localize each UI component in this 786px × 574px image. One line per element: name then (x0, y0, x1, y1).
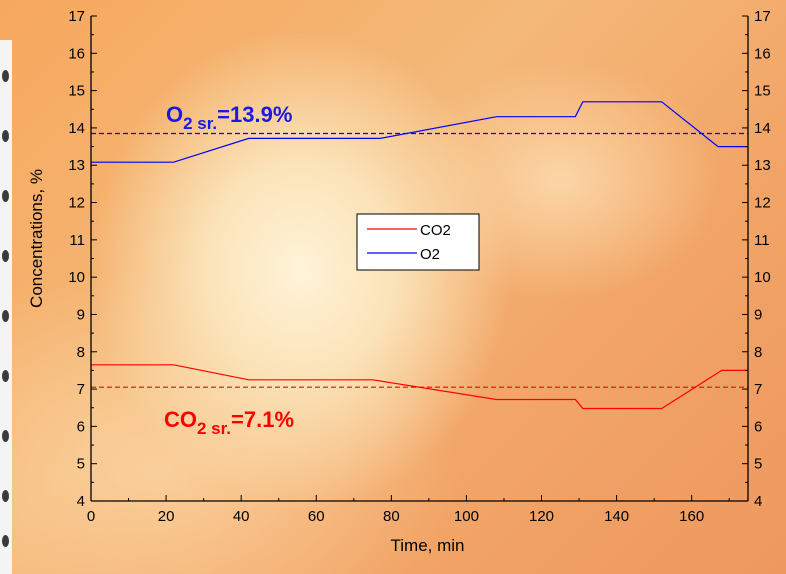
legend-label-o2: O2 (420, 246, 440, 263)
y-tick-label-left: 17 (68, 8, 85, 25)
y-tick-label-left: 9 (77, 306, 85, 323)
y-tick-label-right: 4 (754, 493, 762, 510)
ticks (90, 15, 748, 502)
y-tick-label-right: 8 (754, 344, 762, 361)
x-tick-label: 120 (529, 508, 554, 525)
x-tick-label: 80 (383, 508, 400, 525)
strip-dot (2, 70, 9, 82)
y-tick-label-right: 5 (754, 456, 762, 473)
y-tick-label-right: 13 (754, 157, 771, 174)
x-tick-label: 60 (308, 508, 325, 525)
left-edge-strip (0, 40, 12, 574)
tick-labels: 4 4 5 5 6 6 7 7 8 8 9 9 10 10 11 11 12 12 13 13 14 14 15 15 16 16… (68, 8, 770, 525)
y-tick-label-right: 6 (754, 418, 762, 435)
y-tick-label-left: 8 (77, 344, 85, 361)
y-tick-label-right: 14 (754, 120, 771, 137)
x-tick-label: 40 (233, 508, 250, 525)
y-tick-label-left: 12 (68, 195, 85, 212)
series-line-o2 (91, 101, 748, 163)
annotation-1: CO2 sr.=7.1% (164, 407, 294, 438)
y-tick-label-right: 11 (754, 232, 770, 249)
y-axis-title: Concentrations, % (27, 169, 46, 308)
x-tick-label: 20 (158, 508, 175, 525)
x-tick-label: 100 (454, 508, 479, 525)
y-tick-label-right: 15 (754, 83, 771, 100)
strip-dot (2, 490, 9, 502)
series-line-co2 (91, 364, 748, 410)
y-tick-label-left: 6 (77, 418, 85, 435)
x-axis-title: Time, min (391, 536, 465, 555)
strip-dot (2, 535, 9, 547)
y-tick-label-right: 17 (754, 8, 771, 25)
strip-dot (2, 370, 9, 382)
strip-dot (2, 190, 9, 202)
y-tick-label-right: 12 (754, 195, 771, 212)
x-tick-label: 0 (87, 508, 95, 525)
strip-dot (2, 130, 9, 142)
annotations: O2 sr.=13.9% CO2 sr.=7.1% (164, 102, 294, 438)
y-tick-label-left: 11 (69, 232, 85, 249)
y-tick-label-right: 7 (754, 381, 762, 398)
series-lines (91, 101, 748, 410)
y-tick-label-left: 7 (77, 381, 85, 398)
y-tick-label-left: 14 (68, 120, 85, 137)
x-tick-label: 160 (679, 508, 704, 525)
y-tick-label-left: 13 (68, 157, 85, 174)
strip-dot (2, 250, 9, 262)
y-tick-label-left: 15 (68, 83, 85, 100)
y-tick-label-left: 4 (77, 493, 85, 510)
strip-dot (2, 310, 9, 322)
y-tick-label-right: 10 (754, 269, 771, 286)
annotation-0: O2 sr.=13.9% (166, 102, 292, 133)
x-tick-label: 140 (604, 508, 629, 525)
y-tick-label-right: 9 (754, 306, 762, 323)
y-tick-label-right: 16 (754, 45, 771, 62)
legend-box (356, 213, 480, 271)
y-tick-label-left: 10 (68, 269, 85, 286)
legend-label-co2: CO2 (420, 222, 451, 239)
strip-dot (2, 430, 9, 442)
y-tick-label-left: 16 (68, 45, 85, 62)
y-tick-label-left: 5 (77, 456, 85, 473)
